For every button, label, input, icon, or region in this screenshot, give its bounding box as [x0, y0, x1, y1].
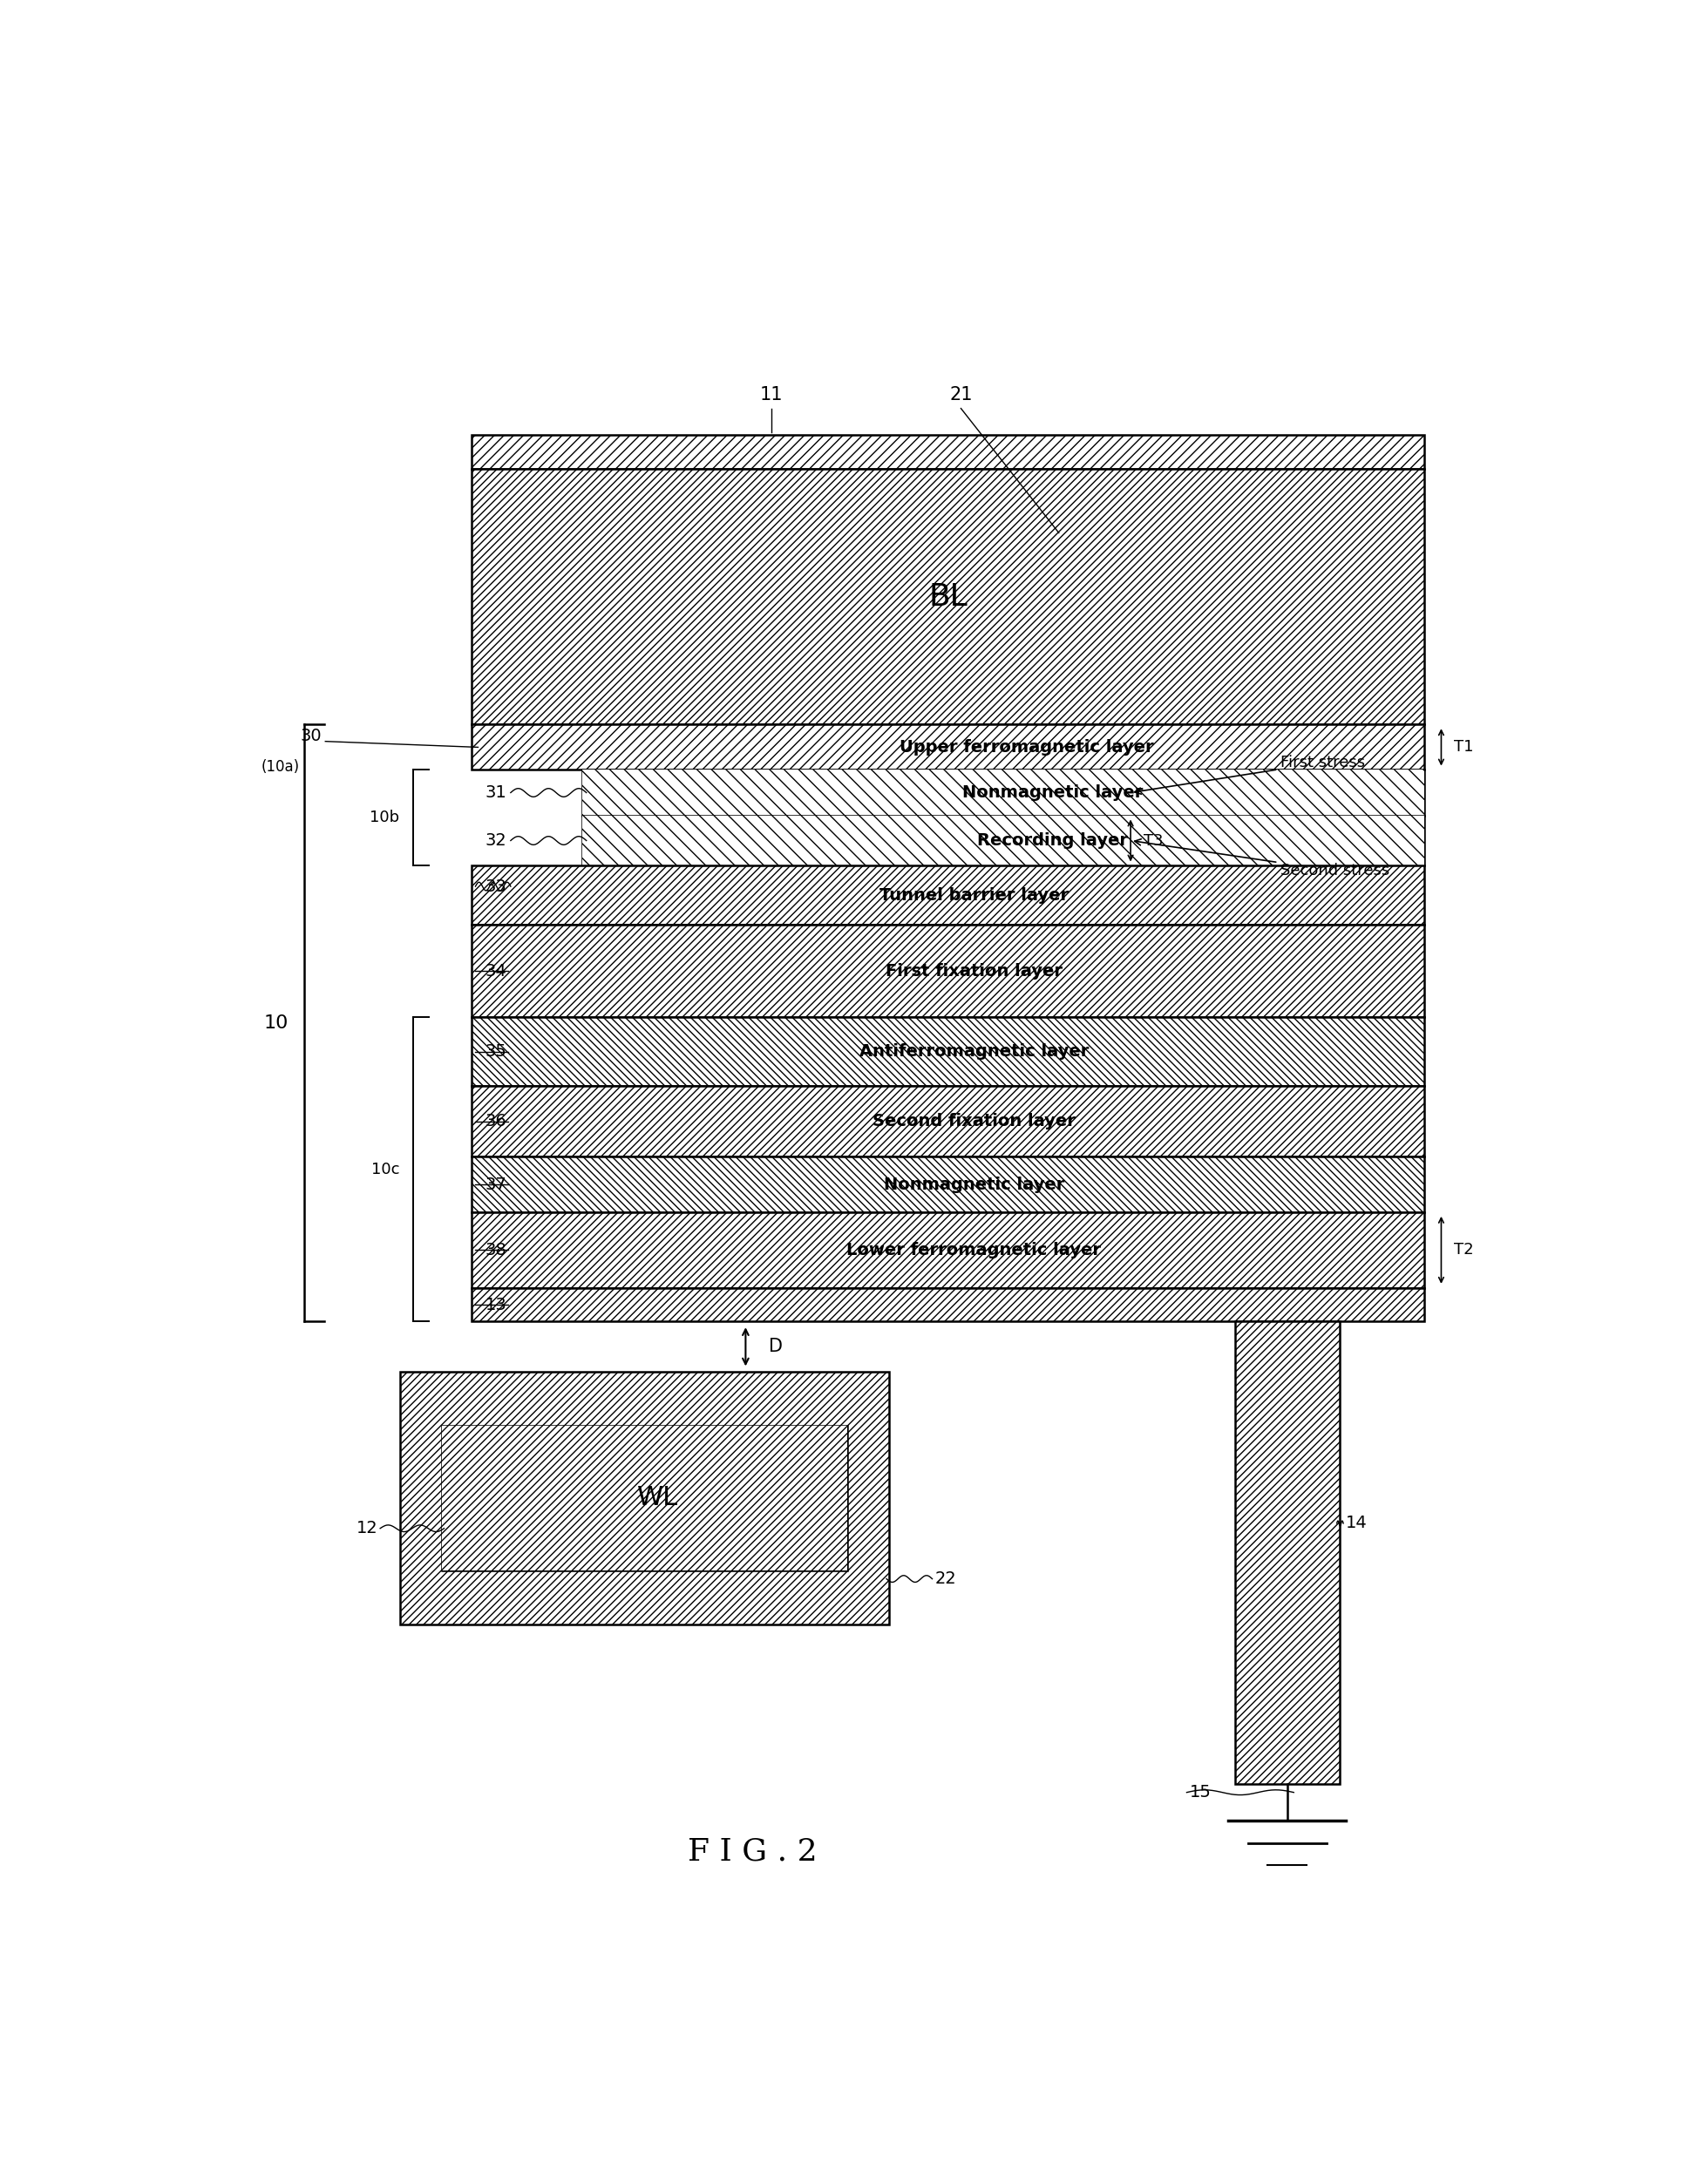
Text: 30: 30: [300, 727, 322, 745]
Text: 36: 36: [485, 1114, 507, 1129]
Text: Nonmagnetic layer: Nonmagnetic layer: [962, 784, 1143, 802]
Text: T2: T2: [1455, 1243, 1474, 1258]
Text: WL: WL: [637, 1485, 679, 1511]
Bar: [1234, 1321, 1339, 1784]
Text: 12: 12: [355, 1520, 377, 1538]
Text: Nonmagnetic layer: Nonmagnetic layer: [884, 1177, 1064, 1192]
Text: F I G . 2: F I G . 2: [687, 1837, 817, 1865]
Bar: [472, 1158, 1425, 1212]
Text: 15: 15: [1189, 1784, 1211, 1800]
Text: Lower ferromagnetic layer: Lower ferromagnetic layer: [847, 1243, 1101, 1258]
Bar: [583, 815, 1425, 865]
Text: (10a): (10a): [261, 758, 300, 775]
Text: BL: BL: [928, 581, 967, 612]
Text: 11: 11: [759, 387, 783, 404]
Bar: [472, 1018, 1425, 1085]
Bar: [583, 771, 1425, 815]
Text: T3: T3: [1143, 832, 1164, 847]
Text: 32: 32: [485, 832, 507, 850]
Text: 35: 35: [485, 1044, 507, 1059]
Text: 21: 21: [950, 387, 972, 404]
Text: Upper ferromagnetic layer: Upper ferromagnetic layer: [899, 738, 1154, 756]
Text: 10: 10: [264, 1013, 290, 1031]
Bar: [583, 815, 1425, 865]
Text: First stress: First stress: [1135, 753, 1366, 795]
Bar: [399, 1372, 889, 1625]
Bar: [472, 725, 1425, 771]
Bar: [472, 1289, 1425, 1321]
Bar: [583, 771, 1425, 815]
Bar: [472, 865, 1425, 924]
Text: First fixation layer: First fixation layer: [886, 963, 1063, 978]
Text: Tunnel barrier layer: Tunnel barrier layer: [879, 887, 1069, 904]
Text: Antiferromagnetic layer: Antiferromagnetic layer: [859, 1044, 1090, 1059]
Text: 34: 34: [485, 963, 507, 978]
Bar: [472, 435, 1425, 470]
Text: 22: 22: [935, 1570, 957, 1588]
Text: Second fixation layer: Second fixation layer: [872, 1114, 1076, 1129]
Bar: [472, 470, 1425, 725]
Text: D: D: [770, 1339, 783, 1356]
Text: 37: 37: [485, 1177, 507, 1192]
Bar: [472, 924, 1425, 1018]
Bar: [441, 1426, 847, 1570]
Text: Second stress: Second stress: [1135, 839, 1389, 878]
Bar: [472, 1212, 1425, 1289]
Text: 38: 38: [485, 1243, 507, 1258]
Text: 14: 14: [1346, 1516, 1367, 1531]
Text: 31: 31: [485, 784, 507, 802]
Text: 10b: 10b: [370, 810, 399, 826]
Text: 13: 13: [485, 1297, 507, 1313]
Text: 10c: 10c: [372, 1162, 399, 1177]
Bar: [441, 1426, 847, 1570]
Text: Recording layer: Recording layer: [977, 832, 1128, 850]
Bar: [472, 1085, 1425, 1158]
Text: 33: 33: [485, 878, 507, 895]
Text: T1: T1: [1455, 740, 1474, 756]
